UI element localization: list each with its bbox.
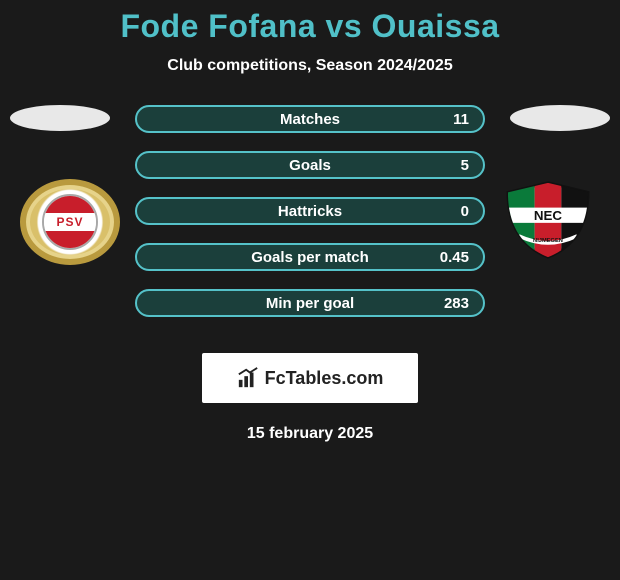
page-title: Fode Fofana vs Ouaissa [0, 8, 620, 45]
stat-label: Goals [289, 157, 331, 174]
stat-value: 5 [461, 157, 469, 174]
nec-crest-icon: NEC NIJMEGEN [500, 179, 596, 261]
left-team-crest: PSV [20, 179, 120, 265]
right-team-crest: NEC NIJMEGEN [500, 179, 600, 265]
psv-crest-icon: PSV [20, 179, 120, 265]
stat-row-hattricks: Hattricks 0 [135, 197, 485, 225]
stats-list: Matches 11 Goals 5 Hattricks 0 Goals per… [135, 105, 485, 317]
left-player-oval [10, 105, 110, 131]
stat-label: Hattricks [278, 203, 342, 220]
svg-text:NIJMEGEN: NIJMEGEN [533, 238, 563, 244]
stat-value: 0 [461, 203, 469, 220]
right-player-oval [510, 105, 610, 131]
brand-badge[interactable]: FcTables.com [202, 353, 418, 403]
comparison-area: PSV NEC [0, 105, 620, 335]
subtitle: Club competitions, Season 2024/2025 [0, 57, 620, 75]
stat-value: 0.45 [440, 249, 469, 266]
psv-crest-label: PSV [44, 213, 96, 230]
brand-label: FcTables.com [265, 368, 384, 389]
stat-row-mpg: Min per goal 283 [135, 289, 485, 317]
stat-value: 283 [444, 295, 469, 312]
stat-row-gpm: Goals per match 0.45 [135, 243, 485, 271]
stat-label: Min per goal [266, 295, 354, 312]
stat-row-goals: Goals 5 [135, 151, 485, 179]
stat-row-matches: Matches 11 [135, 105, 485, 133]
bar-chart-icon [237, 367, 259, 389]
stat-label: Goals per match [251, 249, 369, 266]
date-label: 15 february 2025 [0, 425, 620, 443]
stat-label: Matches [280, 111, 340, 128]
svg-text:NEC: NEC [534, 208, 563, 223]
stat-value: 11 [453, 111, 469, 128]
